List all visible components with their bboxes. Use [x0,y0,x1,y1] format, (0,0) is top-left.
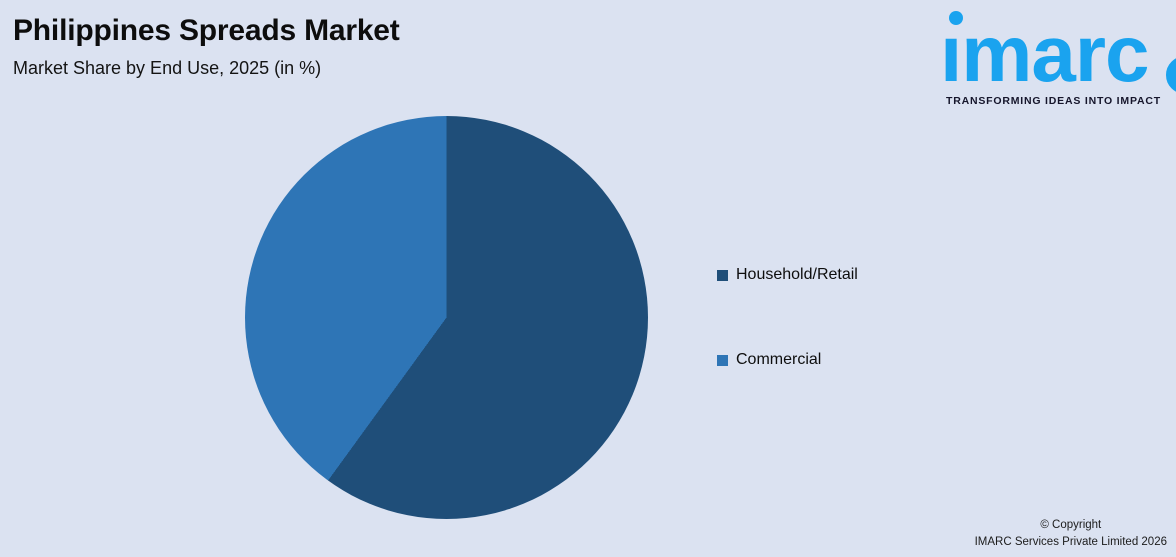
logo-partial-ring-icon [1166,56,1176,94]
page-subtitle: Market Share by End Use, 2025 (in %) [13,58,322,78]
copyright-notice: © Copyright IMARC Services Private Limit… [975,517,1167,552]
imarc-logo: ımarc TRANSFORMING IDEAS INTO IMPACT [934,4,1176,112]
legend-item-household-retail: Household/Retail [717,265,858,285]
logo-wordmark: ımarc [940,9,1149,98]
logo-tagline: TRANSFORMING IDEAS INTO IMPACT [946,95,1161,107]
legend-label-household-retail: Household/Retail [736,266,858,283]
logo-dot-icon [949,11,963,25]
page-title: Philippines Spreads Market [13,14,400,47]
legend-label-commercial: Commercial [736,351,822,368]
legend-item-commercial: Commercial [717,350,821,370]
legend-swatch-commercial [717,354,728,366]
copyright-line2: IMARC Services Private Limited 2026 [974,535,1167,548]
header: Philippines Spreads Market Market Share … [13,14,400,79]
legend-swatch-household-retail [717,269,728,281]
pie-chart [245,116,648,519]
copyright-line1: © Copyright [1040,518,1102,531]
